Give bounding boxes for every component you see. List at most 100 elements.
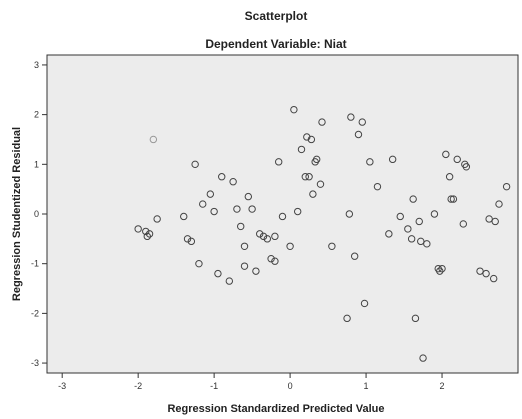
scatter-point: [256, 230, 264, 238]
scatter-point: [237, 222, 245, 231]
scatter-point: [199, 200, 207, 208]
scatter-point: [411, 314, 420, 323]
scatter-point: [459, 220, 468, 228]
scatter-point: [180, 212, 188, 221]
scatter-point: [206, 190, 215, 198]
plot-area: [46, 54, 519, 374]
x-axis-label: Regression Standardized Predicted Value: [167, 403, 384, 415]
scatter-point: [233, 205, 241, 213]
scatter-point: [419, 354, 427, 362]
scatter-point: [491, 217, 499, 226]
x-tick-label: -2: [134, 381, 142, 391]
scatter-point: [423, 240, 431, 248]
scatter-point: [142, 227, 150, 236]
scatter-point: [343, 314, 351, 323]
y-axis-label: Regression Studentized Residual: [11, 127, 23, 301]
y-tick-label: 3: [34, 60, 39, 70]
x-tick-label: -3: [58, 381, 66, 391]
scatter-point: [214, 269, 222, 278]
scatter-point: [187, 237, 196, 246]
scatter-point: [218, 173, 226, 181]
scatter-point: [149, 135, 158, 144]
x-tick-label: -1: [210, 381, 218, 391]
scatter-point: [278, 212, 287, 221]
scatter-point: [462, 163, 471, 171]
scatter-point: [407, 235, 416, 243]
scatter-point: [271, 232, 279, 241]
scatter-point: [430, 210, 439, 218]
scatter-point: [502, 182, 511, 191]
scatter-point: [436, 267, 444, 275]
chart-title: Scatterplot: [245, 9, 308, 23]
scatter-point: [229, 178, 237, 186]
scatter-point: [293, 207, 302, 216]
scatter-point: [252, 267, 260, 275]
scatter-point: [354, 130, 363, 139]
scatter-point: [301, 173, 309, 181]
scatter-point: [263, 235, 272, 243]
y-tick-label: 2: [34, 110, 39, 120]
scatter-point: [195, 259, 203, 268]
scatter-point: [350, 252, 359, 260]
scatter-point: [191, 160, 199, 169]
x-tick-label: 2: [440, 381, 445, 391]
scatter-point: [248, 205, 256, 213]
scatter-point: [312, 155, 321, 164]
y-tick-label: 0: [34, 209, 39, 219]
y-tick-label: -2: [31, 308, 39, 318]
y-tick-label: -1: [31, 259, 39, 269]
scatter-point: [259, 232, 268, 241]
axis-ticks: -3 -2 -1 0 1 2 -3 -2 -1 0 1 2 3: [31, 60, 445, 391]
scatter-point: [385, 230, 393, 238]
scatter-point: [286, 242, 294, 250]
scatter-point: [442, 150, 450, 159]
scatter-point: [305, 173, 313, 181]
data-points: [134, 105, 511, 362]
scatter-point: [290, 105, 298, 114]
scatter-point: [225, 277, 234, 285]
scatter-point: [145, 230, 154, 238]
scatter-point: [297, 145, 306, 154]
scatter-point: [358, 118, 366, 126]
scatter-point: [476, 267, 484, 275]
scatter-point: [271, 257, 279, 265]
scatter-point: [438, 264, 446, 273]
scatter-point: [134, 225, 142, 233]
scatter-point: [415, 217, 423, 226]
scatter-point: [366, 158, 374, 166]
scatter-point: [388, 155, 397, 164]
scatter-point: [316, 180, 325, 188]
scatter-point: [275, 158, 283, 166]
scatter-point: [210, 207, 218, 216]
scatter-point: [453, 155, 461, 164]
scatter-point: [489, 274, 498, 283]
x-tick-label: 1: [364, 381, 369, 391]
scatter-point: [267, 255, 275, 263]
scatter-point: [143, 232, 151, 241]
scatter-point: [445, 173, 454, 181]
scatter-point: [396, 212, 404, 221]
scatter-point: [485, 215, 493, 223]
scatter-point: [449, 195, 458, 203]
scatter-point: [495, 200, 503, 208]
scatter-point: [244, 192, 253, 201]
y-tick-label: -3: [31, 358, 39, 368]
scatter-point: [328, 242, 336, 250]
y-tick-label: 1: [34, 159, 39, 169]
scatter-point: [153, 215, 161, 223]
chart-subtitle: Dependent Variable: Niat: [205, 37, 346, 51]
scatter-point: [318, 118, 326, 126]
scatter-point: [409, 195, 417, 203]
scatter-point: [240, 242, 249, 250]
scatter-point: [447, 195, 455, 203]
scatter-point: [404, 225, 412, 233]
scatter-point: [240, 262, 249, 270]
scatter-point: [373, 182, 382, 191]
scatter-point: [345, 210, 354, 218]
scatter-point: [347, 113, 355, 121]
scatter-point: [360, 299, 369, 308]
scatter-point: [183, 235, 192, 243]
scatter-point: [307, 135, 316, 144]
scatter-point: [417, 237, 425, 246]
